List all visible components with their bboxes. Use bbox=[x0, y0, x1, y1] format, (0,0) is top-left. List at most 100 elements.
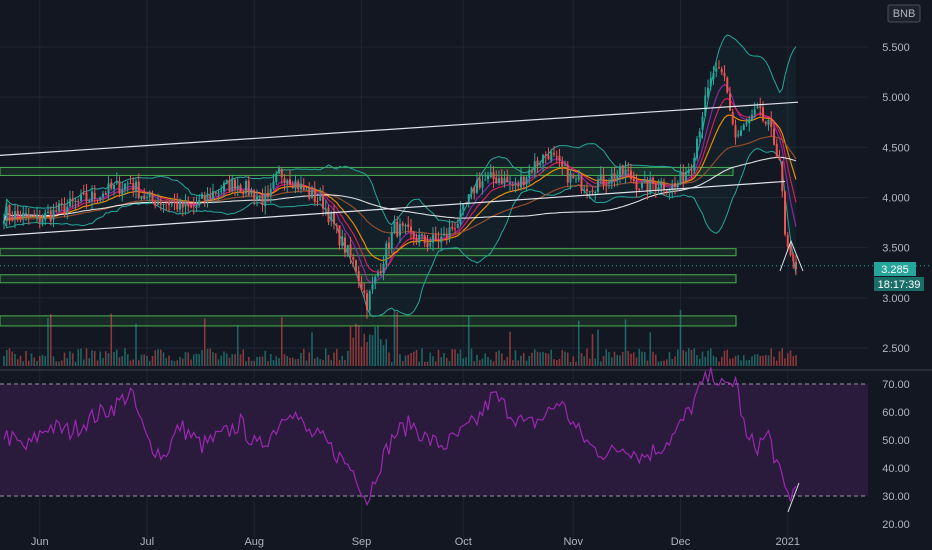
time-tick-label: Nov bbox=[563, 536, 583, 548]
candle bbox=[580, 173, 583, 194]
volume-bar bbox=[668, 352, 671, 366]
candle-body bbox=[220, 190, 223, 193]
volume-bar bbox=[146, 355, 148, 366]
volume-bar bbox=[302, 348, 305, 366]
volume-bar bbox=[44, 355, 47, 366]
volume-bar bbox=[25, 351, 27, 366]
symbol-badge-box[interactable] bbox=[887, 4, 921, 23]
time-tick-label: Sep bbox=[352, 536, 372, 548]
candles[interactable] bbox=[3, 60, 797, 319]
volume-bar bbox=[41, 354, 44, 366]
candle bbox=[69, 190, 71, 208]
candle bbox=[399, 218, 401, 243]
candle-body bbox=[459, 209, 462, 225]
candle bbox=[643, 170, 646, 184]
price-tick-label: 4.500 bbox=[882, 142, 910, 154]
volume-bar bbox=[36, 360, 38, 366]
volume-bar bbox=[107, 353, 110, 366]
candle bbox=[212, 183, 214, 204]
candle-body bbox=[201, 193, 203, 199]
candle bbox=[294, 174, 297, 194]
volume-bar bbox=[432, 356, 434, 366]
candle bbox=[550, 148, 553, 163]
candle bbox=[566, 160, 569, 187]
candle bbox=[71, 191, 74, 208]
candle-body bbox=[399, 224, 401, 236]
candle bbox=[619, 163, 621, 184]
candle-body bbox=[737, 134, 740, 136]
volume-bar bbox=[209, 348, 212, 366]
candle-body bbox=[687, 169, 690, 174]
bollinger-fill bbox=[4, 35, 796, 317]
rsi-tick-label: 70.00 bbox=[882, 379, 910, 391]
candle bbox=[333, 204, 335, 230]
candle-body bbox=[539, 164, 542, 166]
volume-bar bbox=[385, 339, 388, 366]
candle bbox=[198, 194, 201, 208]
candle bbox=[264, 186, 267, 215]
candle-body bbox=[247, 180, 250, 196]
time-tick-label: Dec bbox=[671, 536, 691, 548]
candle bbox=[511, 181, 514, 192]
candle-body bbox=[748, 119, 751, 124]
candle-body bbox=[701, 116, 704, 130]
volume-bar bbox=[236, 325, 239, 366]
candle bbox=[443, 226, 445, 237]
volume-bar bbox=[781, 348, 784, 366]
volume-bar bbox=[476, 354, 478, 366]
bollinger-upper bbox=[3, 34, 797, 226]
candle-body bbox=[734, 125, 737, 138]
volume-bar bbox=[605, 349, 608, 366]
candle bbox=[19, 210, 22, 223]
volume-bar bbox=[517, 360, 520, 366]
volume-bar bbox=[525, 360, 528, 366]
volume-bar bbox=[157, 349, 159, 366]
candle bbox=[280, 167, 283, 184]
candle-body bbox=[522, 176, 525, 186]
volume-bar bbox=[396, 312, 399, 366]
rsi-tick-label: 30.00 bbox=[882, 491, 910, 503]
candle bbox=[586, 182, 588, 199]
volume-bar bbox=[715, 357, 718, 366]
candle bbox=[412, 230, 415, 246]
candle bbox=[140, 195, 143, 201]
candle bbox=[102, 190, 104, 202]
candle-body bbox=[44, 212, 47, 220]
candle-body bbox=[113, 184, 115, 189]
candle-body bbox=[751, 115, 753, 121]
volume-bar bbox=[305, 360, 308, 366]
volume-bar bbox=[272, 360, 275, 366]
candle-body bbox=[528, 170, 531, 178]
price-badge-box bbox=[874, 262, 916, 276]
candle-body bbox=[663, 182, 665, 190]
candle-body bbox=[124, 183, 126, 190]
candle-body bbox=[71, 198, 74, 202]
candle-body bbox=[740, 130, 742, 136]
volume-bar bbox=[448, 360, 451, 366]
candle-body bbox=[253, 190, 256, 200]
volume-bar bbox=[764, 355, 767, 366]
candle bbox=[187, 196, 190, 212]
candle bbox=[418, 228, 421, 247]
volume-bar bbox=[712, 355, 715, 366]
volume-bar bbox=[456, 353, 459, 366]
candle-body bbox=[396, 222, 399, 237]
candle-body bbox=[621, 165, 624, 175]
volume-bar bbox=[498, 350, 500, 366]
volume-bar bbox=[693, 348, 696, 366]
candle-body bbox=[594, 191, 597, 193]
volume-bar bbox=[759, 355, 762, 366]
volume-bar bbox=[467, 315, 470, 366]
candle-body bbox=[643, 179, 646, 183]
candle bbox=[784, 190, 786, 237]
candle bbox=[110, 178, 113, 191]
candle-body bbox=[74, 201, 77, 203]
symbol-badge[interactable]: BNB bbox=[893, 8, 916, 20]
candle-body bbox=[555, 156, 558, 158]
candle bbox=[286, 178, 289, 193]
volume-bar bbox=[8, 348, 11, 366]
candle-body bbox=[627, 169, 630, 171]
candle bbox=[737, 130, 740, 138]
candle bbox=[781, 160, 784, 198]
candle-body bbox=[437, 240, 440, 242]
